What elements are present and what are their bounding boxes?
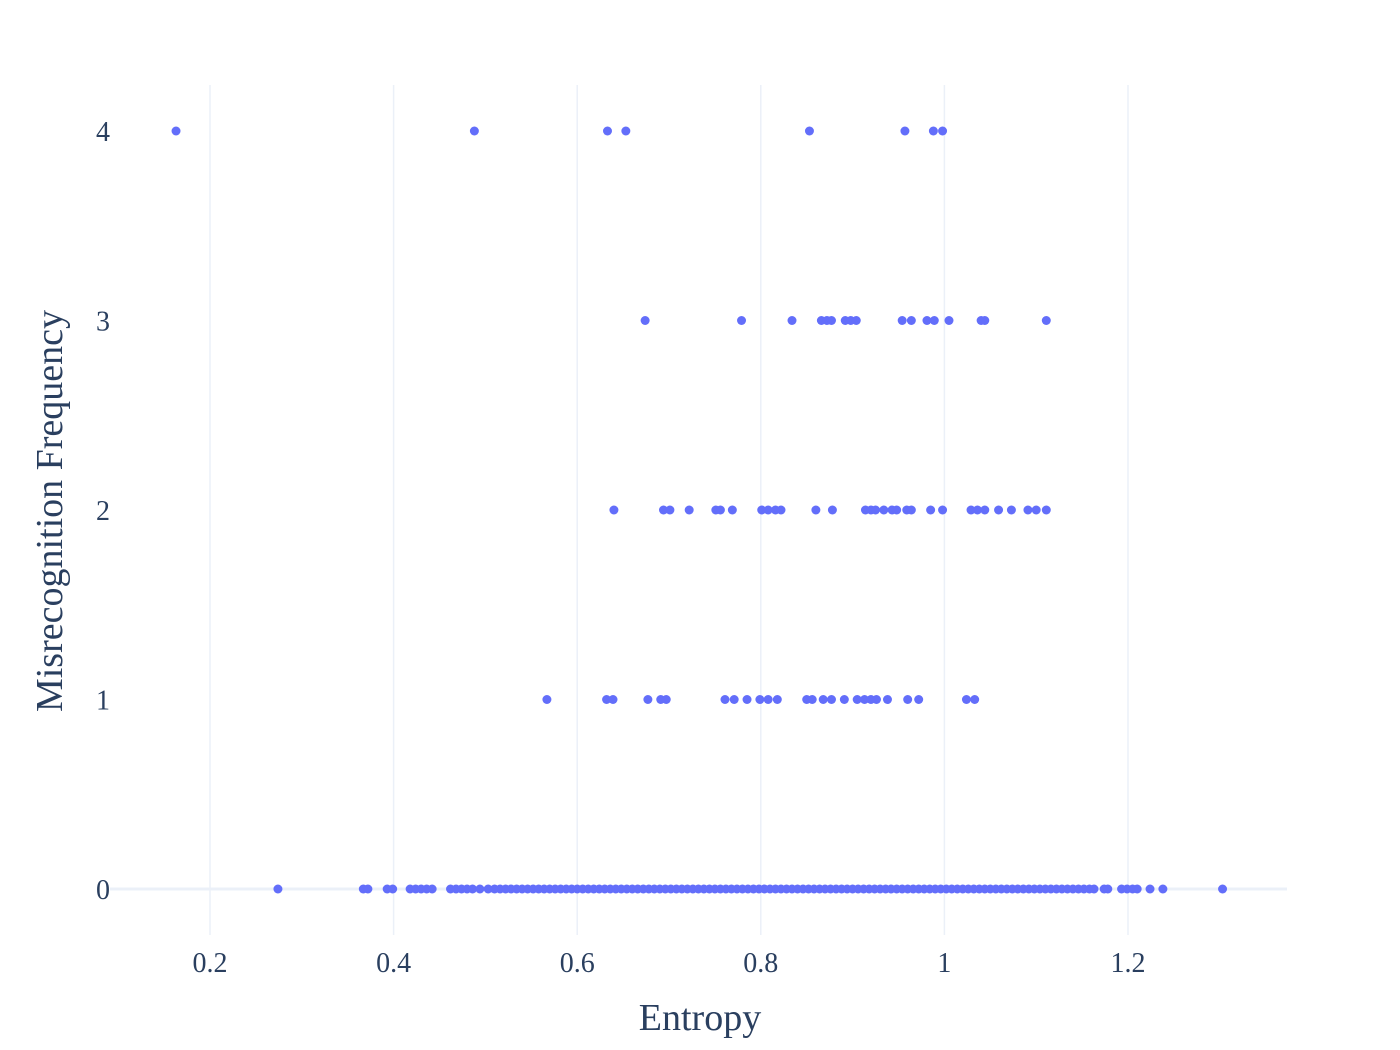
data-point — [871, 695, 881, 704]
data-point — [1145, 884, 1155, 894]
data-point — [715, 505, 725, 515]
data-point — [483, 884, 493, 894]
data-point — [892, 505, 902, 515]
x-tick-label: 1.2 — [1111, 948, 1146, 979]
data-point — [1103, 884, 1113, 894]
data-point — [643, 695, 653, 704]
data-point — [914, 695, 924, 704]
data-point — [1031, 505, 1041, 515]
x-tick-label: 0.4 — [376, 948, 411, 979]
data-point — [776, 505, 786, 515]
data-point — [363, 884, 373, 894]
data-point — [961, 695, 971, 704]
data-point — [897, 316, 907, 325]
data-point — [903, 695, 913, 704]
data-point — [388, 884, 398, 894]
data-point — [742, 695, 752, 704]
data-point — [1158, 884, 1168, 894]
data-point — [1006, 505, 1016, 515]
data-point — [827, 505, 837, 515]
data-point — [602, 126, 612, 136]
data-point — [818, 695, 828, 704]
data-point — [763, 505, 773, 515]
data-point — [468, 884, 478, 894]
data-point — [475, 884, 485, 894]
data-point — [665, 505, 675, 515]
y-tick-label: 4 — [96, 117, 110, 148]
data-point — [970, 695, 980, 704]
data-point — [621, 126, 631, 136]
y-tick-label: 3 — [96, 307, 110, 338]
data-point — [980, 505, 990, 515]
data-point — [972, 505, 982, 515]
data-point — [906, 505, 916, 515]
data-point — [171, 126, 181, 136]
x-tick-label: 0.2 — [193, 948, 228, 979]
data-point — [608, 695, 618, 704]
data-point — [994, 505, 1004, 515]
data-point — [427, 884, 437, 894]
data-point — [826, 695, 836, 704]
y-axis-ticks: 0 1 2 3 4 — [96, 117, 110, 906]
x-axis-title: Entropy — [639, 997, 761, 1039]
data-point — [906, 316, 916, 325]
data-point — [839, 695, 849, 704]
data-point — [938, 126, 948, 136]
data-point — [860, 695, 870, 704]
data-point — [980, 316, 990, 325]
data-point — [938, 505, 948, 515]
data-point — [729, 695, 739, 704]
data-point — [661, 695, 671, 704]
data-point — [609, 505, 619, 515]
data-point — [1218, 884, 1228, 894]
data-point — [928, 126, 938, 136]
x-tick-label: 1 — [937, 948, 951, 979]
data-point — [684, 505, 694, 515]
data-point — [879, 505, 889, 515]
data-point — [469, 126, 479, 136]
data-point — [804, 126, 814, 136]
data-point — [640, 316, 650, 325]
data-point — [966, 505, 976, 515]
data-point — [1041, 505, 1051, 515]
data-point — [826, 316, 836, 325]
x-axis-ticks: 0.2 0.4 0.6 0.8 1 1.2 — [193, 948, 1146, 979]
data-point — [542, 695, 552, 704]
data-point — [763, 695, 773, 704]
data-point — [882, 695, 892, 704]
data-point — [811, 505, 821, 515]
data-point — [727, 505, 737, 515]
data-point — [772, 695, 782, 704]
data-point — [1023, 505, 1033, 515]
data-point — [720, 695, 730, 704]
y-axis-title: Misrecognition Frequency — [29, 310, 71, 712]
data-point — [807, 695, 817, 704]
data-point — [757, 505, 767, 515]
data-point — [787, 316, 797, 325]
data-point — [1041, 316, 1051, 325]
data-point — [922, 316, 932, 325]
data-point — [602, 695, 612, 704]
y-tick-label: 2 — [96, 496, 110, 527]
x-tick-label: 0.6 — [560, 948, 595, 979]
data-point — [755, 695, 765, 704]
data-point — [852, 695, 862, 704]
data-point — [1089, 884, 1099, 894]
data-point — [737, 316, 747, 325]
x-tick-label: 0.8 — [743, 948, 778, 979]
data-point — [851, 316, 861, 325]
data-point — [1132, 884, 1142, 894]
data-point — [871, 505, 881, 515]
data-point — [944, 316, 954, 325]
y-tick-label: 1 — [96, 686, 110, 717]
data-point — [926, 505, 936, 515]
data-point — [929, 316, 939, 325]
data-point — [900, 126, 910, 136]
data-points — [171, 126, 1228, 894]
data-point — [658, 505, 668, 515]
data-point — [273, 884, 283, 894]
y-tick-label: 0 — [96, 875, 110, 906]
